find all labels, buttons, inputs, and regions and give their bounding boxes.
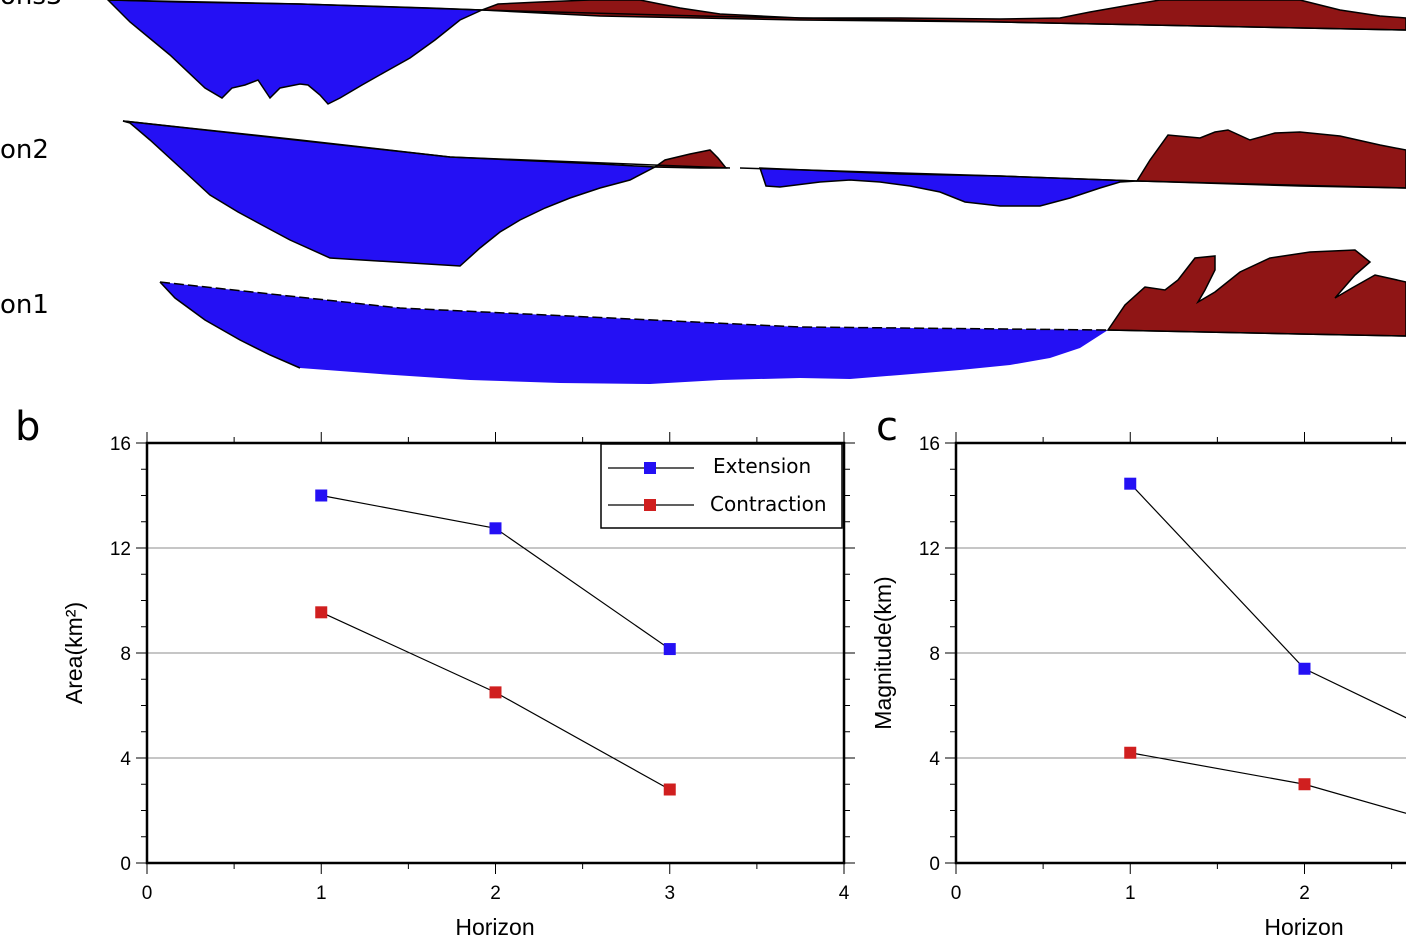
legend-extension-marker [644,462,656,474]
panel-c-extension-point [1124,477,1137,490]
horizon-2-section [122,120,1406,267]
panel-b-y-tick-label: 4 [120,749,131,770]
horizon-2-extension-area-left [122,120,658,267]
horizon-3-extension-area [106,0,483,105]
legend-box [600,443,843,529]
panel-b-x-tick-label: 1 [316,883,327,904]
horizon-1-contraction-area [1106,249,1406,337]
panel-b-legend: Extension Contraction [600,443,843,529]
horizon-2-contraction-bump [652,149,728,169]
panel-b-contraction-point [663,783,676,796]
panel-b-letter: b [15,404,40,450]
panel-c-contraction-point [1124,746,1137,759]
horizon-3-label: ons3 [0,0,62,11]
panel-b-contraction-point [489,686,502,699]
panel-b-y-axis-title: Area(km²) [61,602,87,704]
horizon-1-section [159,249,1406,384]
panel-b-extension-point [489,522,502,535]
panel-b-frame [145,441,846,865]
horizon-1-reference-line [159,281,1109,331]
panel-c-grid [956,547,1406,759]
panel-c-series [1124,477,1406,814]
horizon-2-contraction-area [1135,129,1406,189]
panel-c-x-tick-label: 0 [951,883,962,904]
panel-b-x-tick-label: 2 [490,883,501,904]
horizon-3-reference-line [107,0,1406,31]
panel-c-y-tick-label: 8 [929,644,940,665]
panel-b-x-tick-label: 0 [142,883,153,904]
panel-b-contraction-line [320,611,671,791]
horizon-2-label: on2 [0,135,49,165]
panel-c-y-tick-label: 16 [919,434,940,455]
panel-c-frame [954,441,1406,865]
panel-a-cross-sections: ons3 on2 on1 [0,0,1406,384]
panel-b-contraction-point [315,606,328,619]
panel-b-y-tick-label: 12 [110,539,131,560]
panel-b-extension-point [315,489,328,502]
panel-b-y-tick-label: 8 [120,644,131,665]
horizon-3-section [106,0,1406,105]
panel-c-x-axis-title: Horizon [1264,914,1343,940]
panel-b-series [315,489,676,796]
horizon-1-extension-area [160,282,1108,384]
panel-c-letter: c [876,404,898,450]
horizon-1-reference-line-right [1107,329,1406,337]
horizon-2-reference-line [122,120,1406,189]
legend-contraction-label: Contraction [710,492,827,516]
panel-c-contraction-line [1130,752,1406,814]
panel-b-y-tick-label: 0 [120,854,131,875]
panel-c-extension-point [1298,662,1311,675]
panel-c-y-axis-title: Magnitude(km) [870,576,896,729]
legend-extension-label: Extension [713,454,811,478]
panel-b-x-tick-label: 3 [664,883,675,904]
panel-c-x-tick-label: 1 [1125,883,1136,904]
panel-b-x-axis-title: Horizon [455,914,534,940]
horizon-1-label: on1 [0,290,49,320]
panel-b-extension-point [663,643,676,656]
panel-c-y-tick-label: 12 [919,539,940,560]
panel-c-y-tick-label: 4 [929,749,940,770]
panel-c-extension-line [1129,483,1406,719]
panel-b-y-tick-label: 16 [110,434,131,455]
panel-c-contraction-point [1298,778,1311,791]
panel-c-x-tick-label: 2 [1299,883,1310,904]
legend-contraction-marker [644,499,656,511]
panel-c-y-tick-label: 0 [929,854,940,875]
panel-b-x-tick-label: 4 [839,883,850,904]
horizon-3-contraction-area [481,0,1406,31]
horizon-1-extension-outline [159,281,301,369]
panel-b-grid [147,547,844,759]
